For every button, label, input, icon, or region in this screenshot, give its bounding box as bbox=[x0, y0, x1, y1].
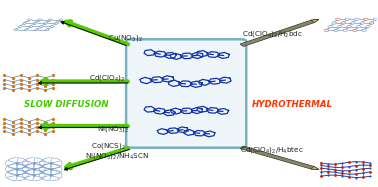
Text: Cu(NO$_3$)$_2$: Cu(NO$_3$)$_2$ bbox=[108, 33, 143, 43]
Text: Co(NCS)$_2$: Co(NCS)$_2$ bbox=[91, 141, 126, 151]
Text: Cd(ClO$_4$)$_2$/H$_4$btec: Cd(ClO$_4$)$_2$/H$_4$btec bbox=[240, 145, 304, 155]
Polygon shape bbox=[240, 146, 319, 170]
Polygon shape bbox=[311, 19, 319, 23]
Text: Ni(NO$_3$)$_2$/NH$_4$SCN: Ni(NO$_3$)$_2$/NH$_4$SCN bbox=[85, 151, 150, 161]
Text: HYDROTHERMAL: HYDROTHERMAL bbox=[252, 100, 333, 109]
Text: Ni(NO$_3$)$_2$: Ni(NO$_3$)$_2$ bbox=[97, 124, 129, 134]
Text: Cd(ClO$_4$)$_2$: Cd(ClO$_4$)$_2$ bbox=[89, 73, 125, 83]
Text: SLOW DIFFUSION: SLOW DIFFUSION bbox=[24, 100, 109, 109]
Polygon shape bbox=[311, 166, 319, 170]
Polygon shape bbox=[240, 19, 319, 46]
FancyBboxPatch shape bbox=[126, 39, 246, 148]
Text: Cd(ClO$_4$)$_2$/H$_2$bdc: Cd(ClO$_4$)$_2$/H$_2$bdc bbox=[242, 29, 303, 39]
